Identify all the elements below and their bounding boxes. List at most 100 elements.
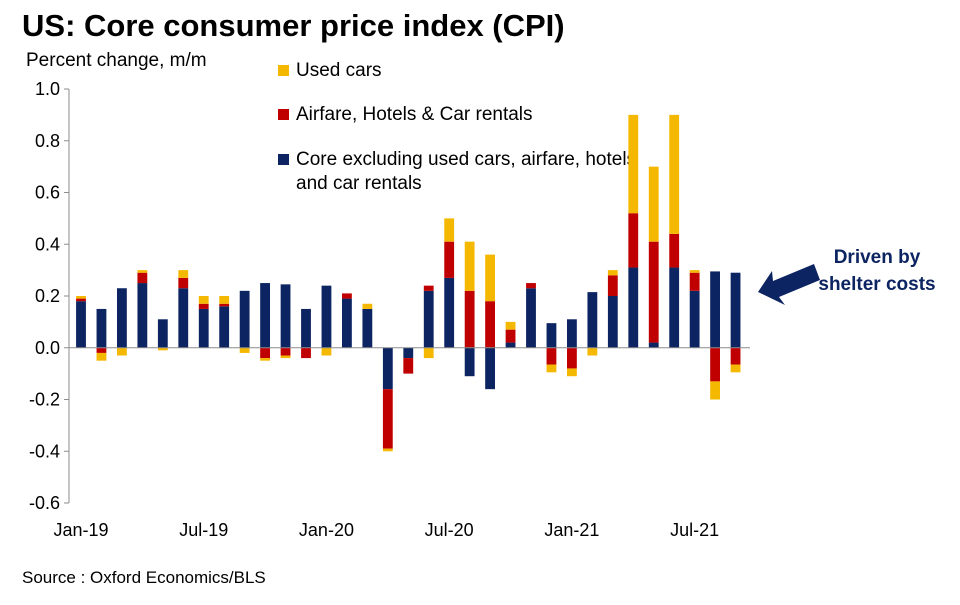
bar-used-cars [382, 448, 393, 452]
bar-used-cars [505, 321, 516, 330]
bar-used-cars [137, 270, 148, 273]
bar-used-cars [157, 347, 168, 351]
bar-core [178, 288, 189, 348]
bar-airfare [444, 241, 455, 278]
bar-used-cars [689, 270, 700, 273]
annotation-line-2: shelter costs [818, 274, 936, 295]
bar-used-cars [96, 352, 107, 361]
bar-used-cars [546, 364, 557, 373]
bar-airfare [485, 301, 495, 348]
bar-airfare [198, 303, 209, 309]
bar-core [464, 347, 475, 377]
x-tick-label: Jan-19 [53, 520, 108, 540]
bar-airfare [689, 272, 700, 291]
legend-swatch-core [278, 154, 289, 165]
bar-used-cars [485, 254, 495, 302]
y-axis-label: Percent change, m/m [26, 50, 207, 71]
bar-core [260, 283, 270, 348]
bar-core [198, 308, 209, 348]
bar-used-cars [607, 270, 618, 276]
y-tick-label: 0.6 [35, 183, 60, 203]
bar-airfare [76, 298, 86, 302]
bar-airfare [567, 347, 577, 369]
legend-item-core: Core excluding used cars, airfare, hotel… [278, 148, 646, 196]
bar-airfare [730, 347, 741, 365]
bar-used-cars [260, 358, 270, 361]
bar-core [730, 272, 741, 348]
bar-used-cars [178, 270, 189, 278]
source-note: Source : Oxford Economics/BLS [22, 568, 266, 587]
y-tick-label: 0.4 [35, 234, 60, 254]
bar-core [648, 342, 659, 348]
bar-airfare [96, 347, 107, 353]
bar-used-cars [444, 218, 455, 242]
y-tick-label: -0.2 [29, 390, 60, 410]
bar-core [546, 323, 557, 348]
bar-core [485, 347, 495, 390]
annotation-text: Driven by shelter costs [812, 244, 942, 298]
bar-core [628, 267, 639, 348]
bar-core [157, 319, 168, 348]
x-tick-label: Jul-20 [425, 520, 474, 540]
bar-airfare [342, 293, 352, 299]
bar-used-cars [587, 347, 598, 356]
bar-core [567, 319, 577, 348]
bar-airfare [526, 283, 536, 289]
bar-core [280, 284, 291, 348]
bar-airfare [178, 277, 189, 289]
bar-used-cars [362, 303, 373, 309]
bar-airfare [403, 358, 414, 374]
legend-item-used-cars: Used cars [278, 59, 656, 83]
bar-core [239, 290, 250, 348]
bar-used-cars [567, 368, 577, 377]
bar-core [444, 277, 455, 348]
x-tick-label: Jan-21 [544, 520, 599, 540]
bar-core [321, 285, 332, 348]
bar-used-cars [423, 347, 434, 359]
y-tick-label: -0.4 [29, 441, 60, 461]
legend-label-core: Core excluding used cars, airfare, hotel… [296, 149, 637, 194]
bar-used-cars [648, 166, 659, 242]
bar-airfare [628, 213, 639, 268]
y-tick-label: 0.0 [35, 338, 60, 358]
legend-label-airfare: Airfare, Hotels & Car rentals [296, 104, 533, 125]
bar-used-cars [628, 114, 639, 214]
annotation-arrow [758, 264, 820, 305]
bar-airfare [546, 347, 557, 365]
bar-core [423, 290, 434, 348]
bar-core [96, 308, 107, 348]
bar-airfare [464, 290, 475, 348]
bar-used-cars [219, 296, 230, 304]
bar-core [301, 308, 311, 348]
bar-used-cars [730, 364, 741, 373]
legend-label-used-cars: Used cars [296, 60, 382, 81]
bar-core [505, 342, 516, 348]
bar-airfare [280, 347, 291, 356]
bar-core [76, 301, 86, 348]
bar-airfare [301, 347, 311, 359]
bar-core [362, 308, 373, 348]
bar-airfare [137, 272, 148, 284]
bar-used-cars [464, 241, 475, 291]
x-tick-label: Jul-21 [670, 520, 719, 540]
chart-title: US: Core consumer price index (CPI) [22, 8, 565, 43]
bar-core [382, 347, 393, 390]
y-tick-label: 1.0 [35, 79, 60, 99]
bar-airfare [648, 241, 659, 343]
annotation-line-1: Driven by [833, 247, 921, 268]
bar-used-cars [669, 114, 680, 234]
bar-airfare [607, 275, 618, 296]
legend-swatch-airfare [278, 109, 289, 120]
legend-item-airfare: Airfare, Hotels & Car rentals [278, 103, 656, 127]
bar-core [710, 271, 720, 348]
x-tick-label: Jul-19 [179, 520, 228, 540]
bar-used-cars [321, 347, 332, 356]
bar-used-cars [239, 347, 250, 353]
bar-used-cars [280, 355, 291, 359]
bar-airfare [423, 285, 434, 291]
bar-core [342, 298, 352, 348]
bar-core [526, 288, 536, 348]
bar-core [607, 296, 618, 348]
bar-core [587, 292, 598, 348]
